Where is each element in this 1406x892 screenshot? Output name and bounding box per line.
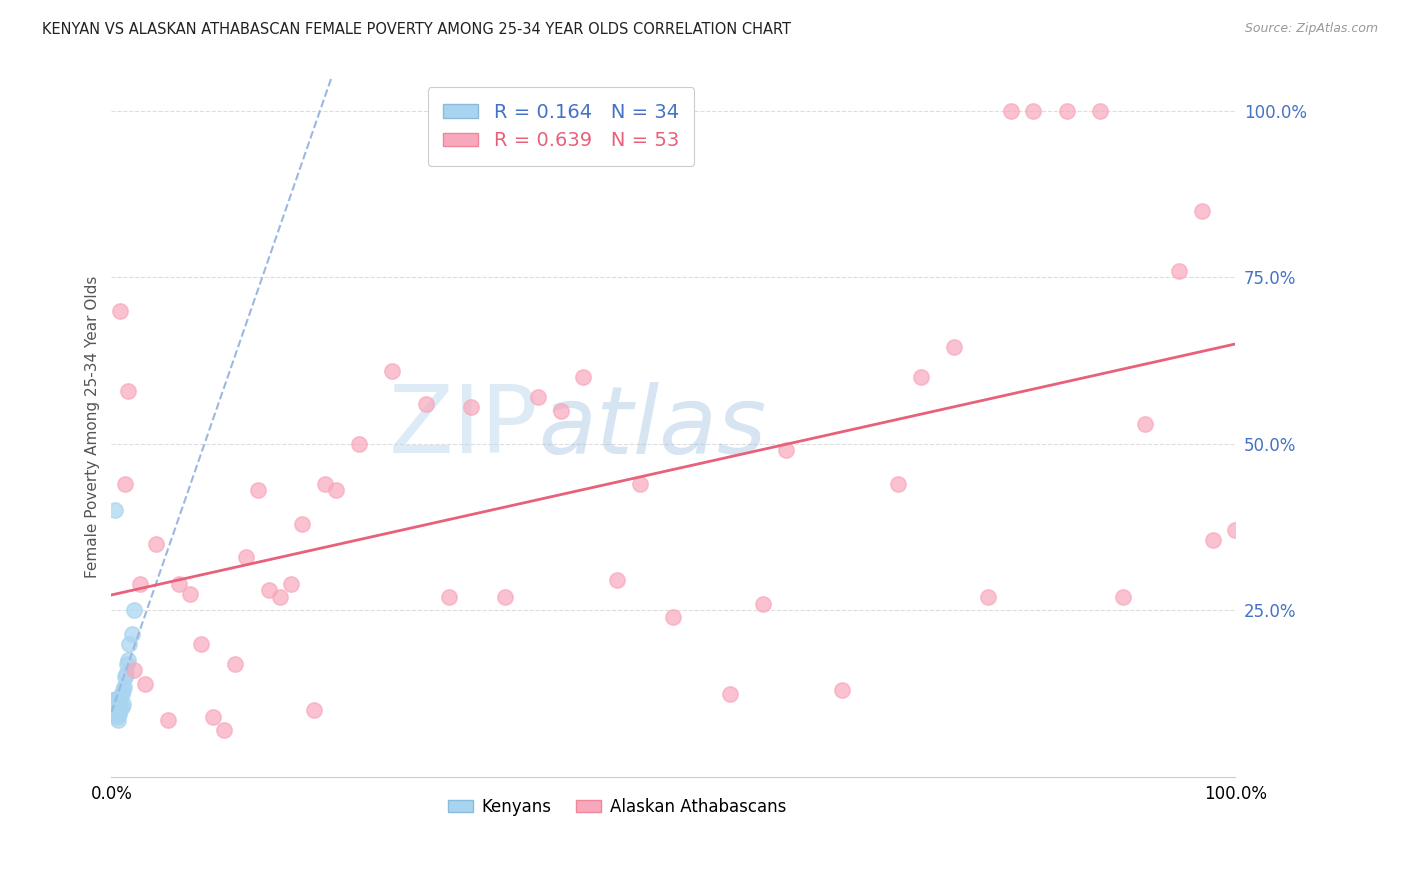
Point [179, 587, 201, 601]
Point [550, 403, 572, 417]
Point [115, 666, 138, 681]
Point [527, 390, 550, 404]
Point [302, 703, 325, 717]
Point [110, 703, 132, 717]
Point [134, 676, 156, 690]
Point [107, 700, 129, 714]
Point [212, 723, 235, 738]
Point [831, 683, 853, 698]
Point [246, 483, 269, 498]
Point [460, 400, 482, 414]
Point [1135, 417, 1157, 431]
Point [117, 384, 139, 398]
Point [122, 663, 145, 677]
Point [104, 700, 127, 714]
Point [114, 476, 136, 491]
Point [104, 697, 127, 711]
Point [347, 437, 370, 451]
Point [111, 697, 134, 711]
Point [107, 713, 129, 727]
Point [1202, 533, 1225, 548]
Point [1191, 203, 1213, 218]
Point [110, 700, 132, 714]
Point [201, 710, 224, 724]
Point [572, 370, 595, 384]
Point [752, 597, 775, 611]
Point [103, 693, 125, 707]
Point [1000, 103, 1022, 118]
Point [494, 590, 516, 604]
Point [103, 703, 125, 717]
Legend: Kenyans, Alaskan Athabascans: Kenyans, Alaskan Athabascans [440, 789, 794, 824]
Point [118, 637, 141, 651]
Point [1168, 263, 1191, 277]
Point [128, 576, 150, 591]
Point [325, 483, 347, 498]
Point [314, 476, 336, 491]
Point [381, 363, 404, 377]
Point [910, 370, 932, 384]
Point [1056, 103, 1078, 118]
Y-axis label: Female Poverty Among 25-34 Year Olds: Female Poverty Among 25-34 Year Olds [86, 276, 100, 578]
Point [108, 706, 131, 721]
Point [108, 690, 131, 704]
Point [104, 693, 127, 707]
Point [111, 683, 134, 698]
Point [1022, 103, 1045, 118]
Point [291, 516, 314, 531]
Text: atlas: atlas [538, 382, 766, 473]
Point [114, 670, 136, 684]
Point [156, 713, 179, 727]
Text: Source: ZipAtlas.com: Source: ZipAtlas.com [1244, 22, 1378, 36]
Point [108, 697, 131, 711]
Point [105, 700, 128, 714]
Point [977, 590, 1000, 604]
Point [943, 340, 966, 354]
Point [122, 603, 145, 617]
Point [117, 653, 139, 667]
Point [145, 537, 167, 551]
Point [101, 693, 124, 707]
Point [105, 697, 128, 711]
Point [662, 610, 685, 624]
Point [105, 693, 128, 707]
Point [1090, 103, 1112, 118]
Point [775, 443, 797, 458]
Point [105, 710, 128, 724]
Point [887, 476, 910, 491]
Point [628, 476, 651, 491]
Point [437, 590, 460, 604]
Point [104, 697, 127, 711]
Point [280, 576, 302, 591]
Point [235, 549, 257, 564]
Point [1112, 590, 1135, 604]
Point [107, 693, 129, 707]
Point [190, 637, 212, 651]
Point [110, 690, 132, 704]
Point [104, 693, 127, 707]
Point [167, 576, 190, 591]
Point [257, 583, 280, 598]
Point [606, 574, 628, 588]
Point [224, 657, 246, 671]
Point [269, 590, 291, 604]
Point [104, 706, 127, 721]
Point [110, 687, 132, 701]
Point [115, 657, 138, 671]
Text: ZIP: ZIP [389, 381, 538, 473]
Point [718, 687, 741, 701]
Point [415, 397, 437, 411]
Point [104, 503, 127, 517]
Point [112, 680, 135, 694]
Text: KENYAN VS ALASKAN ATHABASCAN FEMALE POVERTY AMONG 25-34 YEAR OLDS CORRELATION CH: KENYAN VS ALASKAN ATHABASCAN FEMALE POVE… [42, 22, 792, 37]
Point [1225, 524, 1247, 538]
Point [121, 626, 143, 640]
Point [110, 303, 132, 318]
